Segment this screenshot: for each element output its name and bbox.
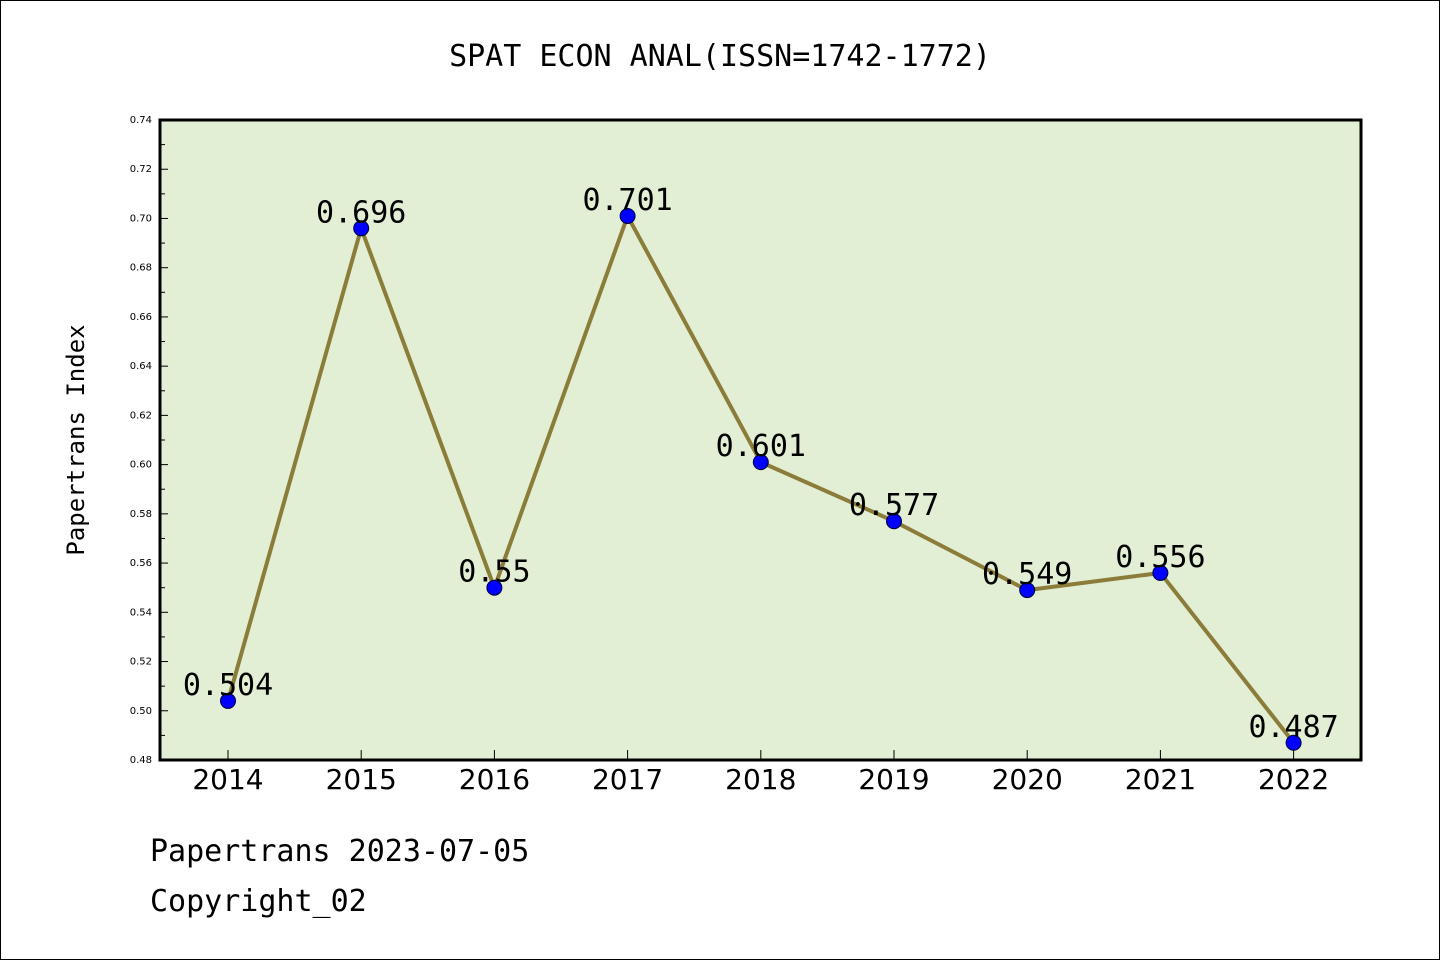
data-point <box>752 454 769 471</box>
x-tick-label: 2014 <box>192 763 263 796</box>
data-point <box>1285 734 1302 751</box>
y-tick-label: 0.56 <box>130 558 152 569</box>
footer-copyright: Copyright_02 <box>150 884 367 919</box>
y-tick-label: 0.54 <box>130 607 152 618</box>
data-point <box>619 208 636 224</box>
footer-date: Papertrans 2023-07-05 <box>150 834 530 869</box>
x-tick-label: 2020 <box>992 763 1063 796</box>
x-tick-label: 2019 <box>858 763 929 796</box>
y-tick-label: 0.50 <box>130 706 152 717</box>
data-point <box>353 220 370 237</box>
x-tick-label: 2015 <box>326 763 397 796</box>
y-tick-label: 0.58 <box>130 509 152 520</box>
data-point <box>1019 582 1036 599</box>
y-tick-label: 0.64 <box>130 361 152 372</box>
y-axis-label: Papertrans Index <box>62 324 90 555</box>
x-tick-label: 2021 <box>1125 763 1196 796</box>
data-label: 0.549 <box>982 557 1072 592</box>
chart-title: SPAT ECON ANAL(ISSN=1742-1772) <box>449 39 991 74</box>
data-point <box>220 692 236 709</box>
data-label: 0.577 <box>849 488 939 523</box>
x-tick-label: 2016 <box>459 763 530 796</box>
y-tick-label: 0.62 <box>130 410 152 421</box>
x-tick-label: 2017 <box>592 763 663 796</box>
y-tick-label: 0.60 <box>130 460 152 471</box>
series-layer: 0.504 0.696 0.55 0.701 0.601 0.577 0.549 0.556 0… <box>183 183 1339 751</box>
data-label: 0.701 <box>582 183 672 218</box>
data-point <box>1152 564 1169 581</box>
y-tick-label: 0.70 <box>130 213 152 224</box>
data-point <box>486 579 503 596</box>
x-tick-label: 2022 <box>1258 763 1329 796</box>
y-tick-label: 0.74 <box>130 115 152 126</box>
data-point <box>886 513 902 530</box>
x-tick-label: 2018 <box>725 763 796 796</box>
data-label: 0.601 <box>716 429 806 464</box>
y-tick-label: 0.52 <box>130 657 152 668</box>
y-tick-label: 0.66 <box>130 312 152 323</box>
y-axis-ticks: 0.48 0.50 0.52 0.54 0.56 0.58 0.60 0.62 0.64 0.66… <box>130 115 168 766</box>
data-label: 0.55 <box>458 555 530 590</box>
x-axis-ticks: 2014 2015 2016 2017 2018 2019 2020 2021 2022 <box>192 750 1329 796</box>
data-label: 0.556 <box>1115 540 1205 575</box>
data-label: 0.487 <box>1248 710 1338 745</box>
plot-border <box>158 118 1363 762</box>
y-tick-label: 0.68 <box>130 263 152 274</box>
y-tick-label: 0.72 <box>130 164 152 175</box>
y-tick-label: 0.48 <box>130 755 152 766</box>
data-label: 0.504 <box>183 668 273 703</box>
data-label: 0.696 <box>316 195 406 230</box>
